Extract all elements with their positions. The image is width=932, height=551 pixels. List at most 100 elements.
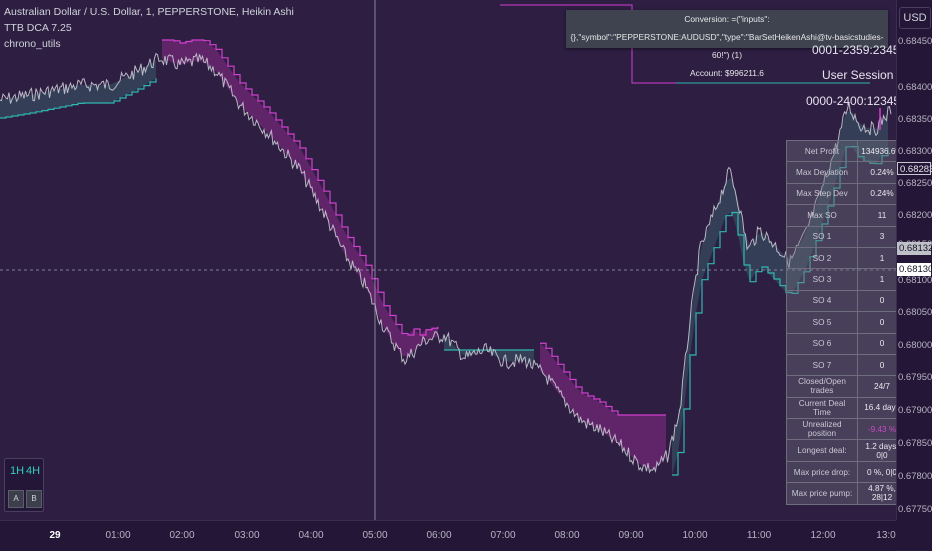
dca-fill-short [540, 343, 666, 470]
stats-row: Closed/Open trades 24/7 [786, 375, 907, 398]
dca-line-long [0, 78, 157, 119]
timeframe-1h[interactable]: 1H [10, 465, 25, 477]
indicator-ttb-dca[interactable]: TTB DCA 7.25 [4, 22, 72, 34]
conversion-info-box: Conversion: =("inputs":{},"symbol":"PEPP… [566, 10, 888, 78]
stats-table: Net Profit 134936.6% Max Deviation 0.24% Max… [786, 139, 907, 505]
time-tick-label: 03:00 [234, 530, 260, 541]
price-line [0, 52, 892, 474]
indicator-chrono-utils[interactable]: chrono_utils [4, 38, 61, 50]
button-a[interactable]: A [8, 490, 24, 508]
stats-label: Max SO [786, 204, 858, 227]
stats-label: Current Deal Time [786, 396, 858, 420]
dca-fill-long [672, 111, 888, 476]
time-tick-label: 07:00 [490, 530, 516, 541]
stats-value: 0 %, 0|0 [857, 460, 907, 484]
stats-value: 1 [857, 268, 907, 291]
stats-label: SO 7 [786, 353, 858, 377]
stats-row: Longest deal: 1.2 days, 0|0 [786, 439, 907, 462]
stats-row: Max price drop: 0 %, 0|0 [786, 460, 907, 484]
price-tick-label: 0.67750 [898, 504, 932, 515]
time-tick-label: 02:00 [169, 530, 195, 541]
stats-row: Max Deviation 0.24% [786, 161, 907, 184]
user-session-label: User Session [822, 68, 894, 82]
time-tick-label: 06:00 [426, 530, 452, 541]
timeframe-panel: 1H 4H A B [4, 458, 44, 512]
stats-label: Max price drop: [786, 460, 858, 484]
stats-row: Max Step Dev 0.24% [786, 182, 907, 206]
time-tick-label: 10:00 [682, 530, 708, 541]
chart-legend: Australian Dollar / U.S. Dollar, 1, PEPP… [4, 4, 294, 52]
button-b[interactable]: B [26, 490, 42, 508]
stats-value: 0.24% [857, 182, 907, 206]
stats-label: SO 2 [786, 246, 858, 270]
stats-label: Unrealized position [786, 418, 858, 441]
stats-label: Net Profit [786, 139, 858, 163]
price-label-current: 0.68283 [897, 162, 932, 175]
stats-label: Max price pump: [786, 482, 858, 505]
price-tick-label: 0.67850 [898, 438, 932, 449]
stats-value: 4.87 %, 28|12 [857, 482, 907, 505]
session-range-bottom: 0000-2400:1234567 [806, 94, 914, 108]
stats-label: Longest deal: [786, 439, 858, 462]
price-tick-label: 0.68200 [898, 210, 932, 221]
price-tick-label: 0.68300 [898, 146, 932, 157]
currency-button[interactable]: USD [899, 7, 931, 29]
price-tick-label: 0.67800 [898, 471, 932, 482]
time-axis[interactable] [0, 520, 896, 551]
stats-label: SO 5 [786, 311, 858, 334]
price-tick-label: 0.68100 [898, 275, 932, 286]
stats-value: 11 [857, 204, 907, 227]
stats-label: SO 3 [786, 268, 858, 291]
dca-fill-short [162, 40, 438, 357]
stats-row: Max price pump: 4.87 %, 28|12 [786, 482, 907, 505]
price-label-grey: 0.68132 [897, 242, 932, 255]
stats-label: SO 4 [786, 289, 858, 313]
stats-value: -9.43 % [857, 418, 907, 441]
stats-value: 0 [857, 332, 907, 355]
chart-area[interactable] [0, 0, 896, 520]
time-tick-label: 09:00 [618, 530, 644, 541]
axis-corner [896, 520, 932, 550]
price-tick-label: 0.68350 [898, 114, 932, 125]
price-tick-label: 0.67900 [898, 405, 932, 416]
stats-value: 24/7 [857, 375, 907, 398]
symbol-title[interactable]: Australian Dollar / U.S. Dollar, 1, PEPP… [4, 6, 294, 18]
price-tick-label: 0.68050 [898, 307, 932, 318]
time-tick-label: 11:00 [746, 530, 772, 541]
timeframe-4h[interactable]: 4H [26, 465, 41, 477]
time-tick-label: 01:00 [105, 530, 131, 541]
stats-value: 0.24% [857, 161, 907, 184]
price-tick-label: 0.68250 [898, 178, 932, 189]
stats-label: SO 6 [786, 332, 858, 355]
dca-line-short [540, 342, 666, 416]
time-tick-label: 13:0 [876, 530, 896, 541]
stats-value: 1.2 days, 0|0 [857, 439, 907, 462]
price-chart[interactable] [0, 0, 896, 520]
price-tick-label: 0.67950 [898, 372, 932, 383]
stats-label: Closed/Open trades [786, 375, 858, 398]
dca-line-short [162, 39, 439, 336]
stats-row: Net Profit 134936.6% [786, 139, 907, 163]
stats-label: Max Step Dev [786, 182, 858, 206]
price-label-crosshair: 0.68130 [897, 263, 932, 276]
time-tick-label: 12:00 [810, 530, 836, 541]
price-tick-label: 0.68000 [898, 340, 932, 351]
account-balance: Account: $996211.6 [690, 68, 764, 78]
time-tick-label: 08:00 [554, 530, 580, 541]
conversion-text: Conversion: =("inputs":{},"symbol":"PEPP… [570, 14, 884, 60]
stats-label: Max Deviation [786, 161, 858, 184]
dca-fill-long [0, 60, 156, 118]
stats-row: Unrealized position -9.43 % [786, 418, 907, 441]
time-tick-label: 04:00 [298, 530, 324, 541]
price-tick-label: 0.68450 [898, 36, 932, 47]
price-axis[interactable] [896, 0, 932, 520]
time-tick-label: 05:00 [362, 530, 388, 541]
stats-value: 3 [857, 225, 907, 248]
stats-row: Max SO 11 [786, 204, 907, 227]
price-tick-label: 0.68400 [898, 82, 932, 93]
